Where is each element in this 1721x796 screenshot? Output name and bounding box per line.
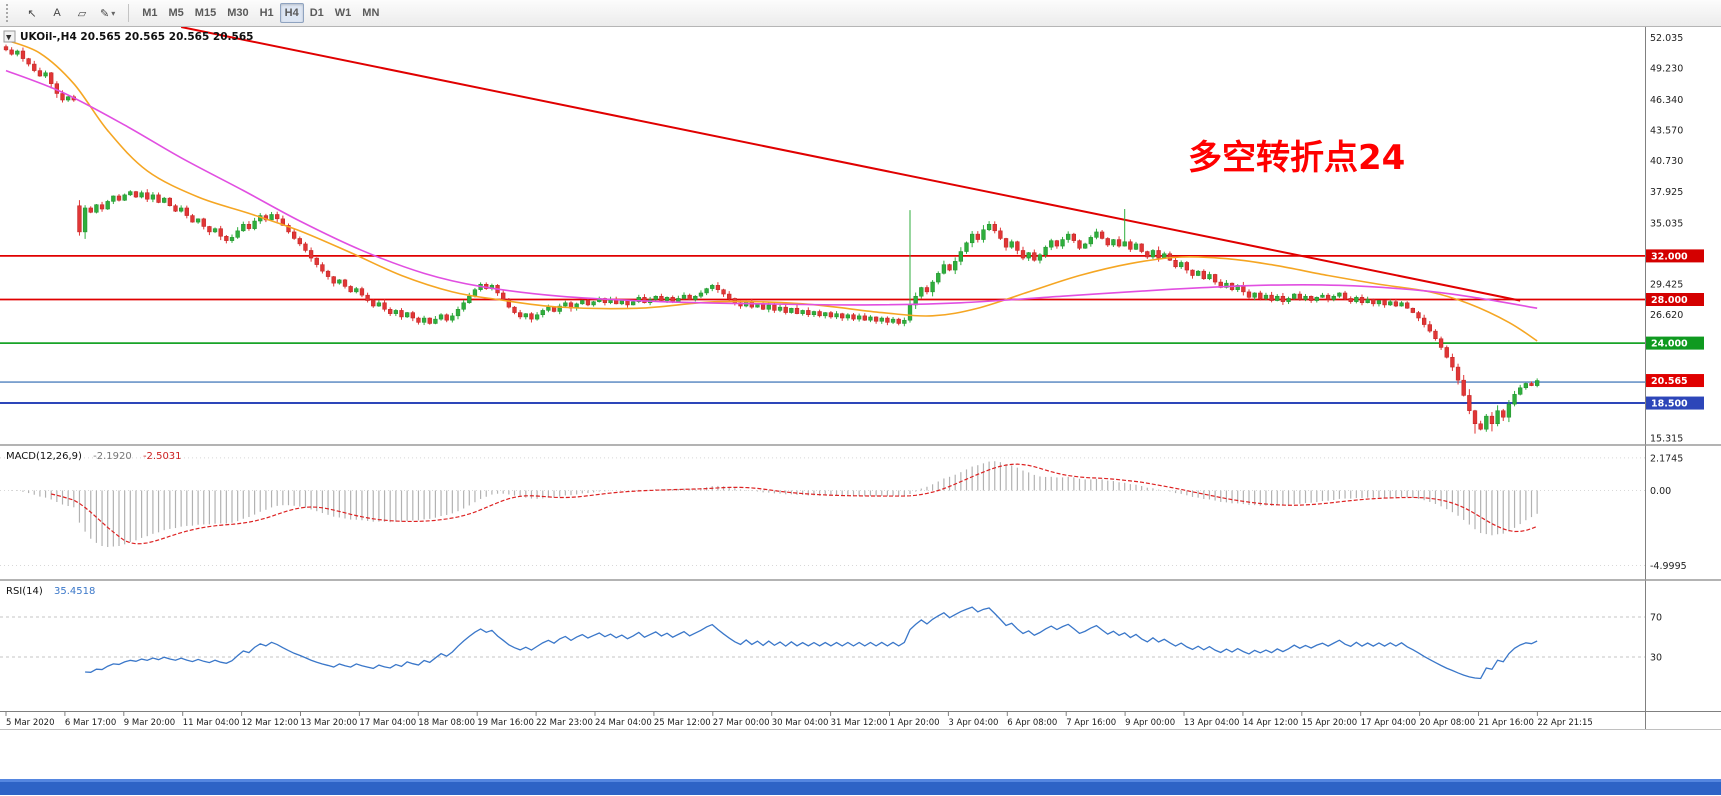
svg-text:18 Mar 08:00: 18 Mar 08:00 <box>418 718 475 728</box>
toolbar-separator <box>128 4 130 22</box>
svg-text:17 Mar 04:00: 17 Mar 04:00 <box>359 718 416 728</box>
cursor-tool-button[interactable]: ↖ <box>20 3 44 23</box>
svg-text:28.000: 28.000 <box>1651 295 1688 306</box>
main-price-panel[interactable]: ▼ UKOil-,H4 20.565 20.565 20.565 20.565 … <box>0 27 1645 434</box>
svg-text:6 Apr 08:00: 6 Apr 08:00 <box>1007 718 1057 728</box>
collapse-arrow-icon[interactable]: ▼ <box>6 34 12 42</box>
draw-tools-tool-button[interactable]: ✎ ▾ <box>95 3 120 23</box>
svg-text:29.425: 29.425 <box>1650 279 1683 290</box>
svg-text:3 Apr 04:00: 3 Apr 04:00 <box>948 718 998 728</box>
toolbar-grip[interactable] <box>6 4 13 22</box>
svg-text:19 Mar 16:00: 19 Mar 16:00 <box>477 718 534 728</box>
macd-panel[interactable]: MACD(12,26,9) -2.1920 -2.5031 2.1745 0.00… <box>0 451 1687 572</box>
svg-text:20 Apr 08:00: 20 Apr 08:00 <box>1420 718 1475 728</box>
svg-text:1 Apr 20:00: 1 Apr 20:00 <box>890 718 940 728</box>
timeframe-button-M15[interactable]: M15 <box>190 3 221 23</box>
svg-text:32.000: 32.000 <box>1651 251 1688 262</box>
svg-text:17 Apr 04:00: 17 Apr 04:00 <box>1361 718 1416 728</box>
svg-text:31 Mar 12:00: 31 Mar 12:00 <box>831 718 888 728</box>
timeframe-button-W1[interactable]: W1 <box>330 3 357 23</box>
rsi-axis: 70 30 <box>1650 613 1662 664</box>
svg-text:52.035: 52.035 <box>1650 33 1683 44</box>
rsi-panel[interactable]: RSI(14) 35.4518 70 30 <box>0 586 1662 680</box>
svg-text:11 Mar 04:00: 11 Mar 04:00 <box>183 718 240 728</box>
macd-header: MACD(12,26,9) -2.1920 -2.5031 <box>6 451 182 462</box>
svg-text:49.230: 49.230 <box>1650 64 1683 75</box>
rsi-header: RSI(14) 35.4518 <box>6 586 95 597</box>
svg-text:37.925: 37.925 <box>1650 187 1683 198</box>
svg-text:5 Mar 2020: 5 Mar 2020 <box>6 718 54 728</box>
svg-text:27 Mar 00:00: 27 Mar 00:00 <box>713 718 770 728</box>
timeframe-button-H1[interactable]: H1 <box>255 3 279 23</box>
svg-text:24 Mar 04:00: 24 Mar 04:00 <box>595 718 652 728</box>
rsi-series <box>0 606 1645 680</box>
timeframe-button-M30[interactable]: M30 <box>222 3 253 23</box>
chart-annotation-text: 多空转折点24 <box>1188 138 1405 178</box>
svg-text:46.340: 46.340 <box>1650 95 1683 106</box>
panel-separators <box>0 27 1721 730</box>
timeframe-button-MN[interactable]: MN <box>357 3 384 23</box>
taskbar-strip <box>0 779 1721 795</box>
svg-text:24.000: 24.000 <box>1651 339 1688 350</box>
ohlc-collapse-button[interactable] <box>3 30 16 43</box>
dropdown-arrow-icon: ▾ <box>111 8 116 18</box>
moving-average-lines <box>5 39 1538 342</box>
timeframe-button-H4[interactable]: H4 <box>279 3 304 23</box>
svg-text:26.620: 26.620 <box>1650 310 1683 321</box>
timeframe-button-D1[interactable]: D1 <box>305 3 329 23</box>
main-toolbar: ↖ A ▱ ✎ ▾ M1 M5 M15 M30 H1 H4 D1 W1 MN <box>0 0 1721 27</box>
svg-text:9 Mar 20:00: 9 Mar 20:00 <box>124 718 175 728</box>
svg-text:14 Apr 12:00: 14 Apr 12:00 <box>1243 718 1298 728</box>
svg-text:0.00: 0.00 <box>1650 486 1671 497</box>
svg-text:20.565: 20.565 <box>1651 376 1688 387</box>
text-label-tool-button[interactable]: A <box>45 3 69 23</box>
timeframe-button-M5[interactable]: M5 <box>164 3 189 23</box>
price-axis[interactable]: 52.035 49.230 46.340 43.570 40.730 37.925 35.0… <box>1646 33 1704 444</box>
svg-text:13 Apr 04:00: 13 Apr 04:00 <box>1184 718 1239 728</box>
svg-text:22 Apr 21:15: 22 Apr 21:15 <box>1537 718 1592 728</box>
macd-axis: 2.1745 0.00 -4.9995 <box>1650 453 1687 572</box>
chart-canvas[interactable]: ▼ UKOil-,H4 20.565 20.565 20.565 20.565 … <box>0 27 1721 795</box>
timeframe-button-M1[interactable]: M1 <box>137 3 162 23</box>
svg-text:18.500: 18.500 <box>1651 399 1688 410</box>
svg-text:2.1745: 2.1745 <box>1650 453 1683 464</box>
svg-text:30: 30 <box>1650 653 1662 664</box>
svg-text:35.035: 35.035 <box>1650 218 1683 229</box>
svg-text:70: 70 <box>1650 613 1662 624</box>
svg-text:9 Apr 00:00: 9 Apr 00:00 <box>1125 718 1175 728</box>
svg-text:21 Apr 16:00: 21 Apr 16:00 <box>1479 718 1534 728</box>
descending-trendline[interactable] <box>180 27 1521 302</box>
svg-text:15 Apr 20:00: 15 Apr 20:00 <box>1302 718 1357 728</box>
macd-series <box>0 457 1645 566</box>
svg-text:13 Mar 20:00: 13 Mar 20:00 <box>301 718 358 728</box>
svg-text:12 Mar 12:00: 12 Mar 12:00 <box>242 718 299 728</box>
shapes-tool-button[interactable]: ▱ <box>70 3 94 23</box>
svg-text:7 Apr 16:00: 7 Apr 16:00 <box>1066 718 1116 728</box>
svg-text:30 Mar 04:00: 30 Mar 04:00 <box>772 718 829 728</box>
time-axis[interactable]: 5 Mar 2020 6 Mar 17:00 9 Mar 20:00 11 Mar 0… <box>5 712 1593 728</box>
svg-text:25 Mar 12:00: 25 Mar 12:00 <box>654 718 711 728</box>
drawing-tools-group: ↖ A ▱ ✎ ▾ <box>20 3 120 23</box>
svg-text:-4.9995: -4.9995 <box>1650 561 1687 572</box>
chart-symbol-ohlc-label: UKOil-,H4 20.565 20.565 20.565 20.565 <box>20 31 253 43</box>
candlestick-series <box>3 44 1540 434</box>
svg-text:40.730: 40.730 <box>1650 156 1683 167</box>
svg-text:15.315: 15.315 <box>1650 433 1683 444</box>
timeframe-switcher: M1 M5 M15 M30 H1 H4 D1 W1 MN <box>137 3 384 23</box>
svg-text:43.570: 43.570 <box>1650 125 1683 136</box>
svg-text:22 Mar 23:00: 22 Mar 23:00 <box>536 718 593 728</box>
horizontal-level-lines[interactable] <box>0 255 1645 405</box>
svg-text:6 Mar 17:00: 6 Mar 17:00 <box>65 718 116 728</box>
